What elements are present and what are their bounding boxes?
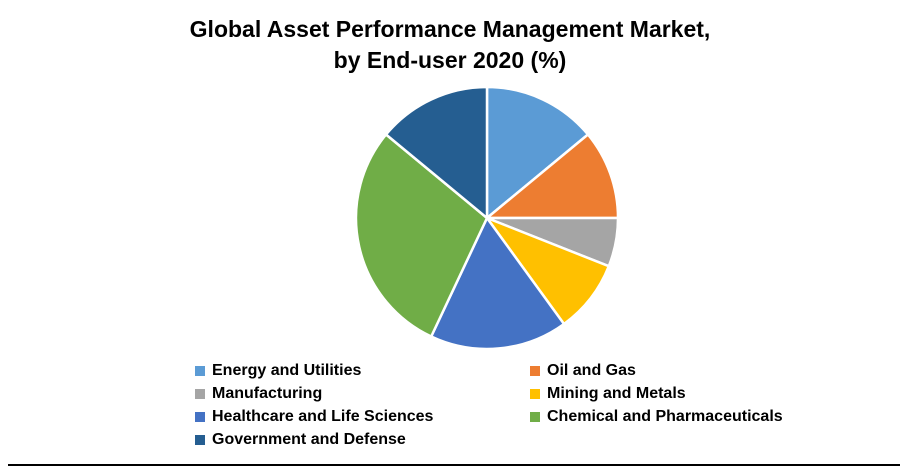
legend-item-energy-and-utilities: Energy and Utilities [195,362,530,380]
legend-item-label: Energy and Utilities [212,361,362,379]
legend-item-oil-and-gas: Oil and Gas [530,362,783,380]
chart-title: Global Asset Performance Management Mark… [0,14,900,76]
legend-swatch-icon [530,365,540,376]
legend-item-healthcare-and-life-sciences: Healthcare and Life Sciences [195,408,530,426]
legend-item-chemical-and-pharmaceuticals: Chemical and Pharmaceuticals [530,408,783,426]
legend-item-government-and-defense: Government and Defense [195,431,530,449]
legend-item-label: Chemical and Pharmaceuticals [547,407,783,425]
legend-swatch-icon [195,365,205,376]
pie-slice-energy-and-utilities [485,85,590,220]
legend-swatch-icon [530,411,540,422]
pie-slice-government-and-defense [384,85,489,220]
legend-swatch-icon [195,434,205,445]
legend: Energy and Utilities Oil and Gas Manufactu… [195,359,783,451]
pie-chart [354,85,620,351]
pie-slice-healthcare-and-life-sciences [429,216,566,351]
pie-slice-oil-and-gas [485,133,620,220]
bottom-divider-line [8,464,900,466]
legend-item-manufacturing: Manufacturing [195,385,530,403]
legend-item-label: Mining and Metals [547,384,686,402]
chart-title-line-1: Global Asset Performance Management Mark… [189,16,711,42]
legend-swatch-icon [195,411,205,422]
legend-item-label: Oil and Gas [547,361,636,379]
legend-item-label: Manufacturing [212,384,323,402]
legend-item-label: Healthcare and Life Sciences [212,407,434,425]
legend-swatch-icon [195,388,205,399]
legend-swatch-icon [530,388,540,399]
legend-item-label: Government and Defense [212,430,406,448]
pie-slice-chemical-and-pharmaceuticals [354,133,489,338]
chart-title-line-2: by End-user 2020 (%) [333,47,567,73]
legend-item-mining-and-metals: Mining and Metals [530,385,783,403]
